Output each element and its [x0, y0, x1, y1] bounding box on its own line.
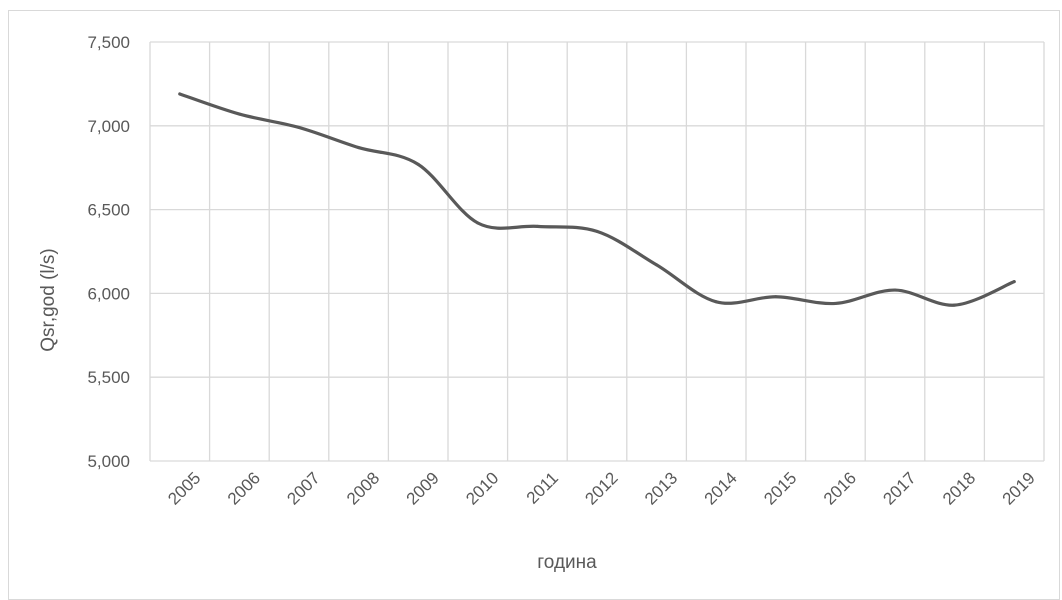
x-tick-label: 2006	[224, 468, 264, 508]
x-tick-label: 2013	[641, 468, 681, 508]
x-tick-label: 2009	[403, 468, 443, 508]
x-tick-label: 2017	[879, 468, 919, 508]
x-tick-label: 2018	[939, 468, 979, 508]
x-tick-label: 2015	[760, 468, 800, 508]
y-tick-label: 6,500	[87, 201, 130, 220]
chart-frame	[8, 10, 1060, 600]
x-tick-label: 2011	[523, 468, 562, 507]
y-tick-label: 7,500	[87, 33, 130, 52]
x-tick-label: 2014	[701, 468, 741, 508]
x-tick-label: 2008	[343, 468, 383, 508]
y-tick-label: 5,500	[87, 368, 130, 387]
data-point	[1012, 280, 1016, 284]
y-tick-label: 6,000	[87, 284, 130, 303]
grid-lines	[149, 41, 1045, 462]
data-point	[476, 221, 480, 225]
x-tick-label: 2016	[820, 468, 860, 508]
x-tick-label: 2019	[999, 468, 1039, 508]
data-point	[535, 224, 539, 228]
data-point	[893, 288, 897, 292]
data-point	[833, 301, 837, 305]
x-tick-labels: 2005 2006 2007 2008 2009 2010 2011 2012 2013 2014…	[164, 468, 1039, 508]
data-point	[357, 146, 361, 150]
data-point	[178, 92, 182, 96]
x-tick-label: 2007	[283, 468, 323, 508]
data-point	[953, 303, 957, 307]
data-point	[595, 229, 599, 233]
y-tick-labels: 5,000 5,500 6,000 6,500 7,000 7,500	[87, 33, 130, 471]
data-point	[655, 263, 659, 267]
x-axis-title: година	[537, 552, 597, 573]
x-tick-label: 2010	[462, 468, 502, 508]
data-point	[714, 300, 718, 304]
series-group	[178, 92, 1016, 307]
data-point	[774, 295, 778, 299]
data-point	[416, 162, 420, 166]
data-point	[237, 112, 241, 116]
data-point	[297, 125, 301, 129]
x-tick-label: 2012	[581, 468, 621, 508]
x-tick-label: 2005	[164, 468, 204, 508]
y-axis-title: Qsr,god (l/s)	[38, 248, 59, 351]
y-tick-label: 5,000	[87, 452, 130, 471]
y-tick-label: 7,000	[87, 117, 130, 136]
